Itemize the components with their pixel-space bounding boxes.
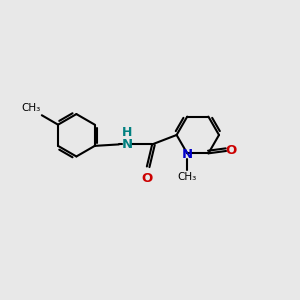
Text: O: O bbox=[226, 145, 237, 158]
Text: O: O bbox=[141, 172, 152, 185]
Text: H: H bbox=[122, 126, 132, 139]
Text: N: N bbox=[122, 138, 133, 151]
Text: CH₃: CH₃ bbox=[21, 103, 40, 113]
Text: CH₃: CH₃ bbox=[178, 172, 197, 182]
Text: N: N bbox=[182, 148, 193, 161]
